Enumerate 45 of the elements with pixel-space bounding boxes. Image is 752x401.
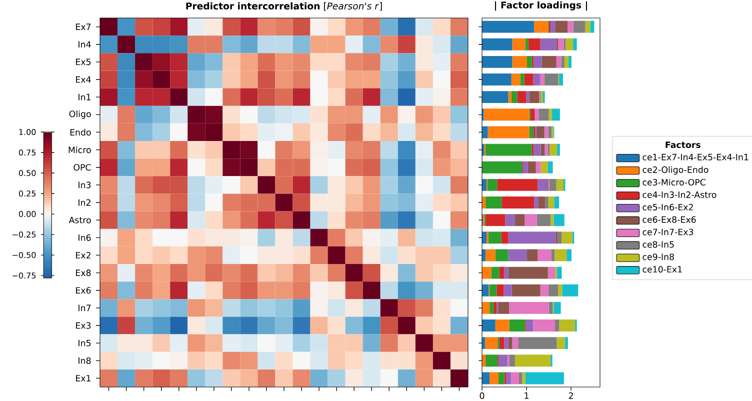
y-tick-label: Ex1 (76, 375, 90, 382)
legend-label: ce6-Ex8-Ex6 (642, 216, 696, 223)
y-tick-label: In7 (78, 304, 91, 312)
legend-title: Factors (666, 142, 700, 148)
legend-label: ce2-Oligo-Endo (642, 166, 708, 175)
y-tick-label: Ex7 (76, 24, 91, 30)
y-tick-label: Oligo (69, 110, 91, 119)
color-bar-label: −0.50 (12, 252, 36, 258)
y-tick-label: Ex8 (76, 270, 91, 276)
color-bar-label: 0.75 (18, 149, 36, 156)
y-tick-label: Astro (68, 216, 91, 224)
y-tick-label: Ex4 (76, 76, 91, 83)
y-tick-label: In5 (78, 340, 91, 346)
y-tick-label: In3 (78, 182, 91, 188)
legend-label: ce1-Ex7-In4-Ex5-Ex4-In1 (642, 154, 748, 160)
y-tick-label: OPC (74, 164, 91, 171)
color-bar-label: −0.75 (12, 272, 36, 279)
y-tick-label: In4 (78, 41, 91, 48)
y-tick-label: In1 (78, 94, 90, 100)
x-tick-label: 0 (480, 392, 484, 399)
legend-label: ce9-In8 (642, 254, 674, 260)
y-tick-label: Endo (70, 128, 91, 136)
legend-label: ce5-In6-Ex2 (642, 204, 693, 210)
color-bar-label: 1.00 (19, 128, 36, 136)
legend-label: ce3-Micro-OPC (642, 178, 706, 186)
legend-label: ce10-Ex1 (642, 266, 682, 273)
y-tick-label: Ex2 (76, 252, 90, 258)
color-bar-label: 0.25 (18, 190, 36, 197)
color-bar-label: −0.25 (12, 232, 36, 238)
y-tick-label: Ex3 (76, 322, 91, 329)
y-tick-label: In2 (78, 199, 90, 206)
y-tick-label: Micro (68, 146, 91, 154)
chart-title: Predictor intercorrelation [Pearson's r] (186, 2, 382, 11)
legend-label: ce8-In5 (642, 241, 674, 248)
color-bar-label: 0.00 (18, 210, 36, 218)
x-tick-label: 1 (524, 392, 528, 399)
x-tick-label: 2 (568, 392, 573, 399)
color-bar-label: 0.50 (18, 170, 36, 176)
legend-label: ce7-In7-Ex3 (642, 228, 694, 236)
y-tick-label: Ex6 (76, 287, 91, 294)
y-tick-label: Ex5 (76, 58, 91, 66)
y-tick-label: In8 (78, 357, 91, 364)
chart-title: | Factor loadings | (495, 1, 587, 11)
legend-label: ce4-In3-In2-Astro (642, 191, 716, 198)
y-tick-label: In6 (78, 234, 91, 241)
